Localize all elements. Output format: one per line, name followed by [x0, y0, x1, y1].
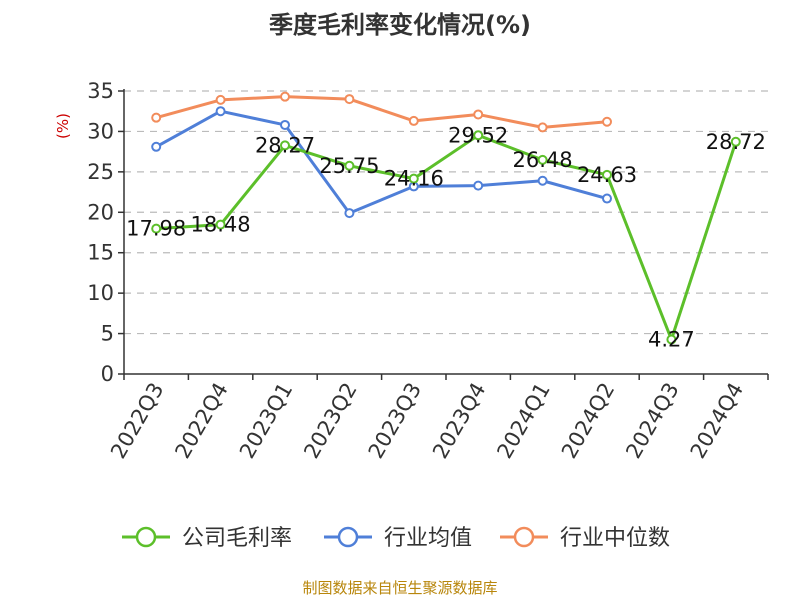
- data-point: [537, 122, 548, 133]
- x-tick-label: 2023Q3: [364, 379, 426, 463]
- x-tick-label: 2024Q2: [557, 379, 619, 463]
- data-point: [151, 112, 162, 123]
- chart-title: 季度毛利率变化情况(%): [269, 11, 531, 39]
- legend-item-0[interactable]: 公司毛利率: [122, 526, 292, 551]
- data-point: [215, 219, 226, 230]
- data-point: [473, 130, 484, 141]
- data-label: 29.52: [448, 123, 508, 147]
- data-label: 24.16: [384, 167, 444, 191]
- x-tick-label: 2023Q4: [428, 379, 490, 463]
- data-label: 28.27: [255, 133, 315, 157]
- series-line-2: [155, 95, 608, 129]
- y-tick-label: 35: [87, 79, 114, 103]
- data-label: 25.75: [319, 154, 379, 178]
- data-point: [151, 141, 162, 152]
- x-tick-label: 2024Q3: [621, 379, 683, 463]
- data-point: [408, 173, 419, 184]
- legend[interactable]: 公司毛利率 行业均值 行业中位数: [122, 526, 670, 551]
- y-tick-label: 15: [87, 241, 114, 265]
- x-tick-label: 2024Q4: [686, 379, 748, 463]
- data-label: 28.72: [706, 130, 766, 154]
- legend-item-2[interactable]: 行业中位数: [500, 526, 670, 551]
- x-tick-label: 2022Q4: [170, 379, 232, 463]
- data-labels: 17.98 18.48 28.2725.7524.1629.5226.4824.63…: [126, 123, 766, 351]
- data-point: [473, 109, 484, 120]
- y-tick-label: 25: [87, 160, 114, 184]
- data-point: [215, 106, 226, 117]
- data-label: 18.48: [191, 213, 251, 237]
- data-point: [602, 116, 612, 127]
- data-point: [602, 169, 612, 180]
- legend-label: 行业中位数: [560, 526, 670, 551]
- data-point: [280, 91, 290, 102]
- legend-label: 行业均值: [384, 526, 472, 551]
- legend-marker: [135, 526, 157, 548]
- legend-item-1[interactable]: 行业均值: [324, 526, 472, 551]
- series-line-1: [155, 109, 608, 215]
- data-point: [730, 136, 741, 147]
- data-label: 4.27: [648, 327, 695, 351]
- data-point: [408, 115, 419, 126]
- legend-marker: [513, 526, 535, 548]
- data-point: [344, 94, 355, 105]
- y-tick-label: 5: [101, 322, 114, 346]
- source-note: 制图数据来自恒生聚源数据库: [302, 579, 497, 597]
- y-axis-label: (%): [54, 113, 72, 139]
- data-point: [344, 208, 355, 219]
- data-point: [666, 334, 677, 345]
- data-point: [537, 154, 548, 165]
- x-tick-label: 2023Q1: [235, 379, 297, 463]
- data-point: [537, 175, 548, 186]
- data-label: 17.98: [126, 217, 186, 241]
- y-tick-label: 0: [101, 362, 114, 386]
- data-point: [215, 94, 226, 105]
- data-label: 26.48: [513, 148, 573, 172]
- data-point: [280, 140, 290, 151]
- x-tick-label: 2022Q3: [106, 379, 168, 463]
- data-point: [473, 180, 484, 191]
- y-tick-label: 10: [87, 281, 114, 305]
- x-tick-label: 2023Q2: [299, 379, 361, 463]
- x-tick-label: 2024Q1: [492, 379, 554, 463]
- data-point: [344, 160, 355, 171]
- series-line-0: [156, 133, 738, 341]
- legend-marker: [337, 526, 359, 548]
- legend-label: 公司毛利率: [182, 526, 292, 551]
- y-tick-label: 30: [87, 119, 114, 143]
- series-lines: [151, 91, 741, 345]
- data-point: [151, 223, 162, 234]
- y-tick-label: 20: [87, 200, 114, 224]
- data-label: 24.63: [577, 163, 637, 187]
- data-point: [280, 119, 290, 130]
- data-point: [602, 193, 612, 204]
